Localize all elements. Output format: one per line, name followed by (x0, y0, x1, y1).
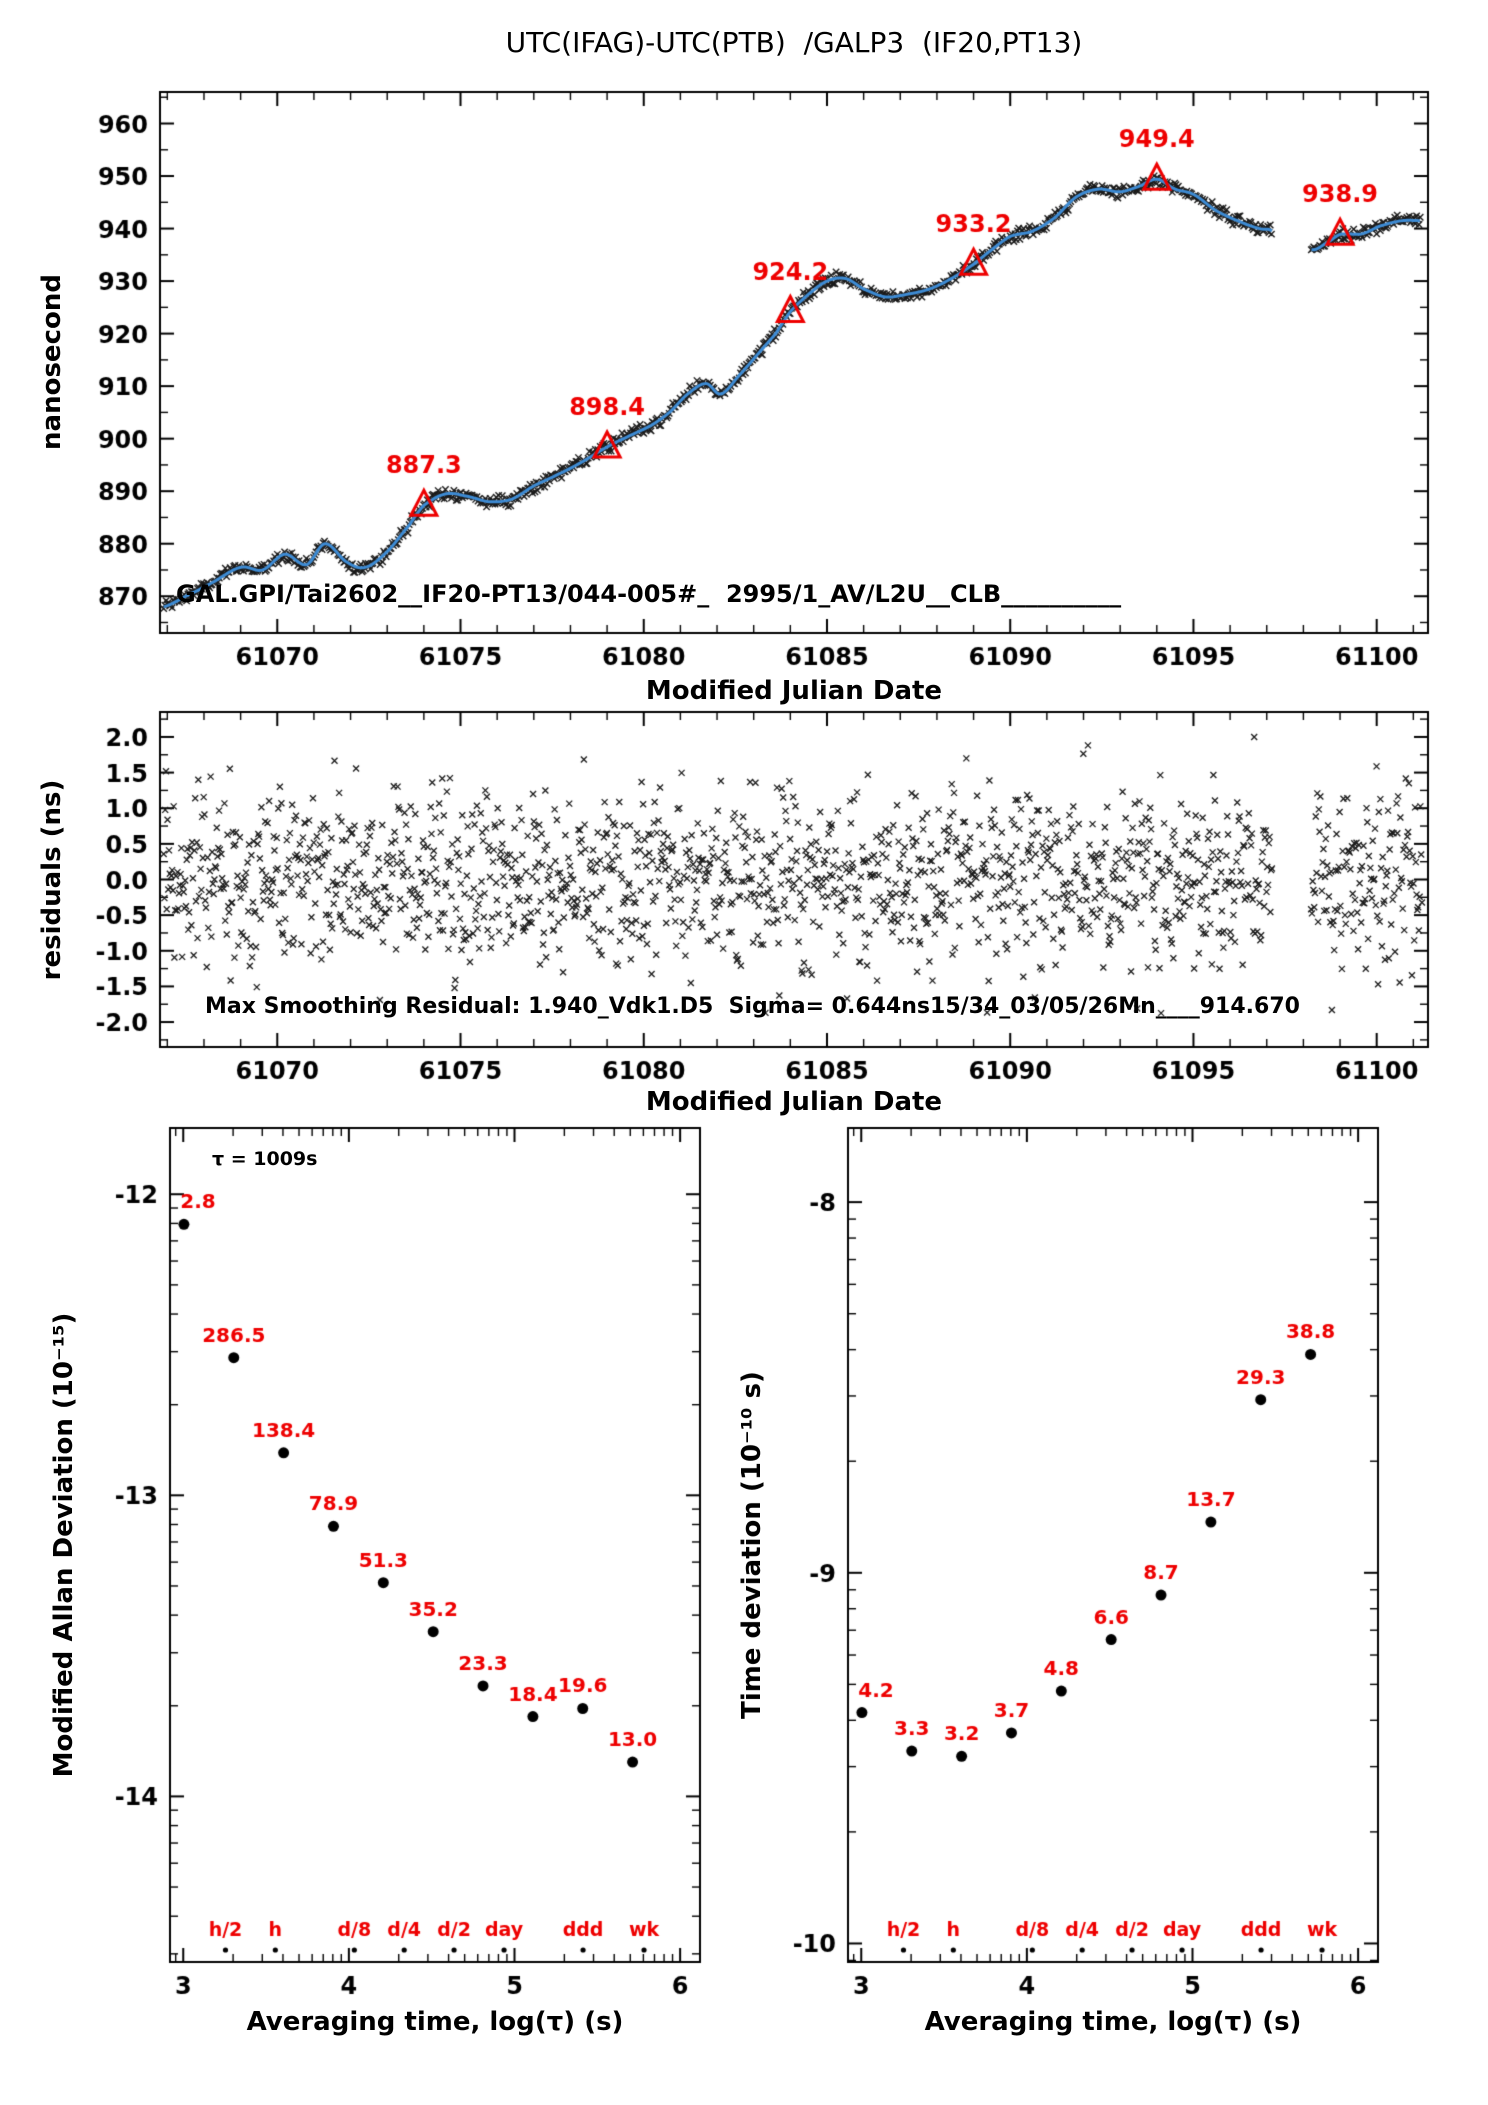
tdev-y-axis-label: Time deviation (10⁻¹⁰ s) (737, 1371, 767, 1719)
mdev-y-axis-label: Modified Allan Deviation (10⁻¹⁵) (49, 1312, 79, 1778)
page-title: UTC(IFAG)-UTC(PTB) /GALP3 (IF20,PT13) (505, 26, 1083, 59)
residuals-y-axis-label: residuals (ns) (37, 779, 67, 981)
mdev-tau-annotation: τ = 1009s (212, 1148, 318, 1170)
phase-x-axis-label: Modified Julian Date (645, 676, 943, 706)
phase-y-axis-label: nanosecond (37, 274, 67, 450)
residuals-stats-annotation: Max Smoothing Residual: 1.940_Vdk1.D5 Si… (205, 994, 1300, 1019)
phase-dataset-annotation: GAL.GPI/Tai2602__IF20-PT13/044-005#_ 299… (176, 580, 1122, 608)
mdev-x-axis-label: Averaging time, log(τ) (s) (246, 2007, 624, 2037)
residuals-x-axis-label: Modified Julian Date (645, 1087, 943, 1117)
tdev-x-axis-label: Averaging time, log(τ) (s) (924, 2007, 1302, 2037)
